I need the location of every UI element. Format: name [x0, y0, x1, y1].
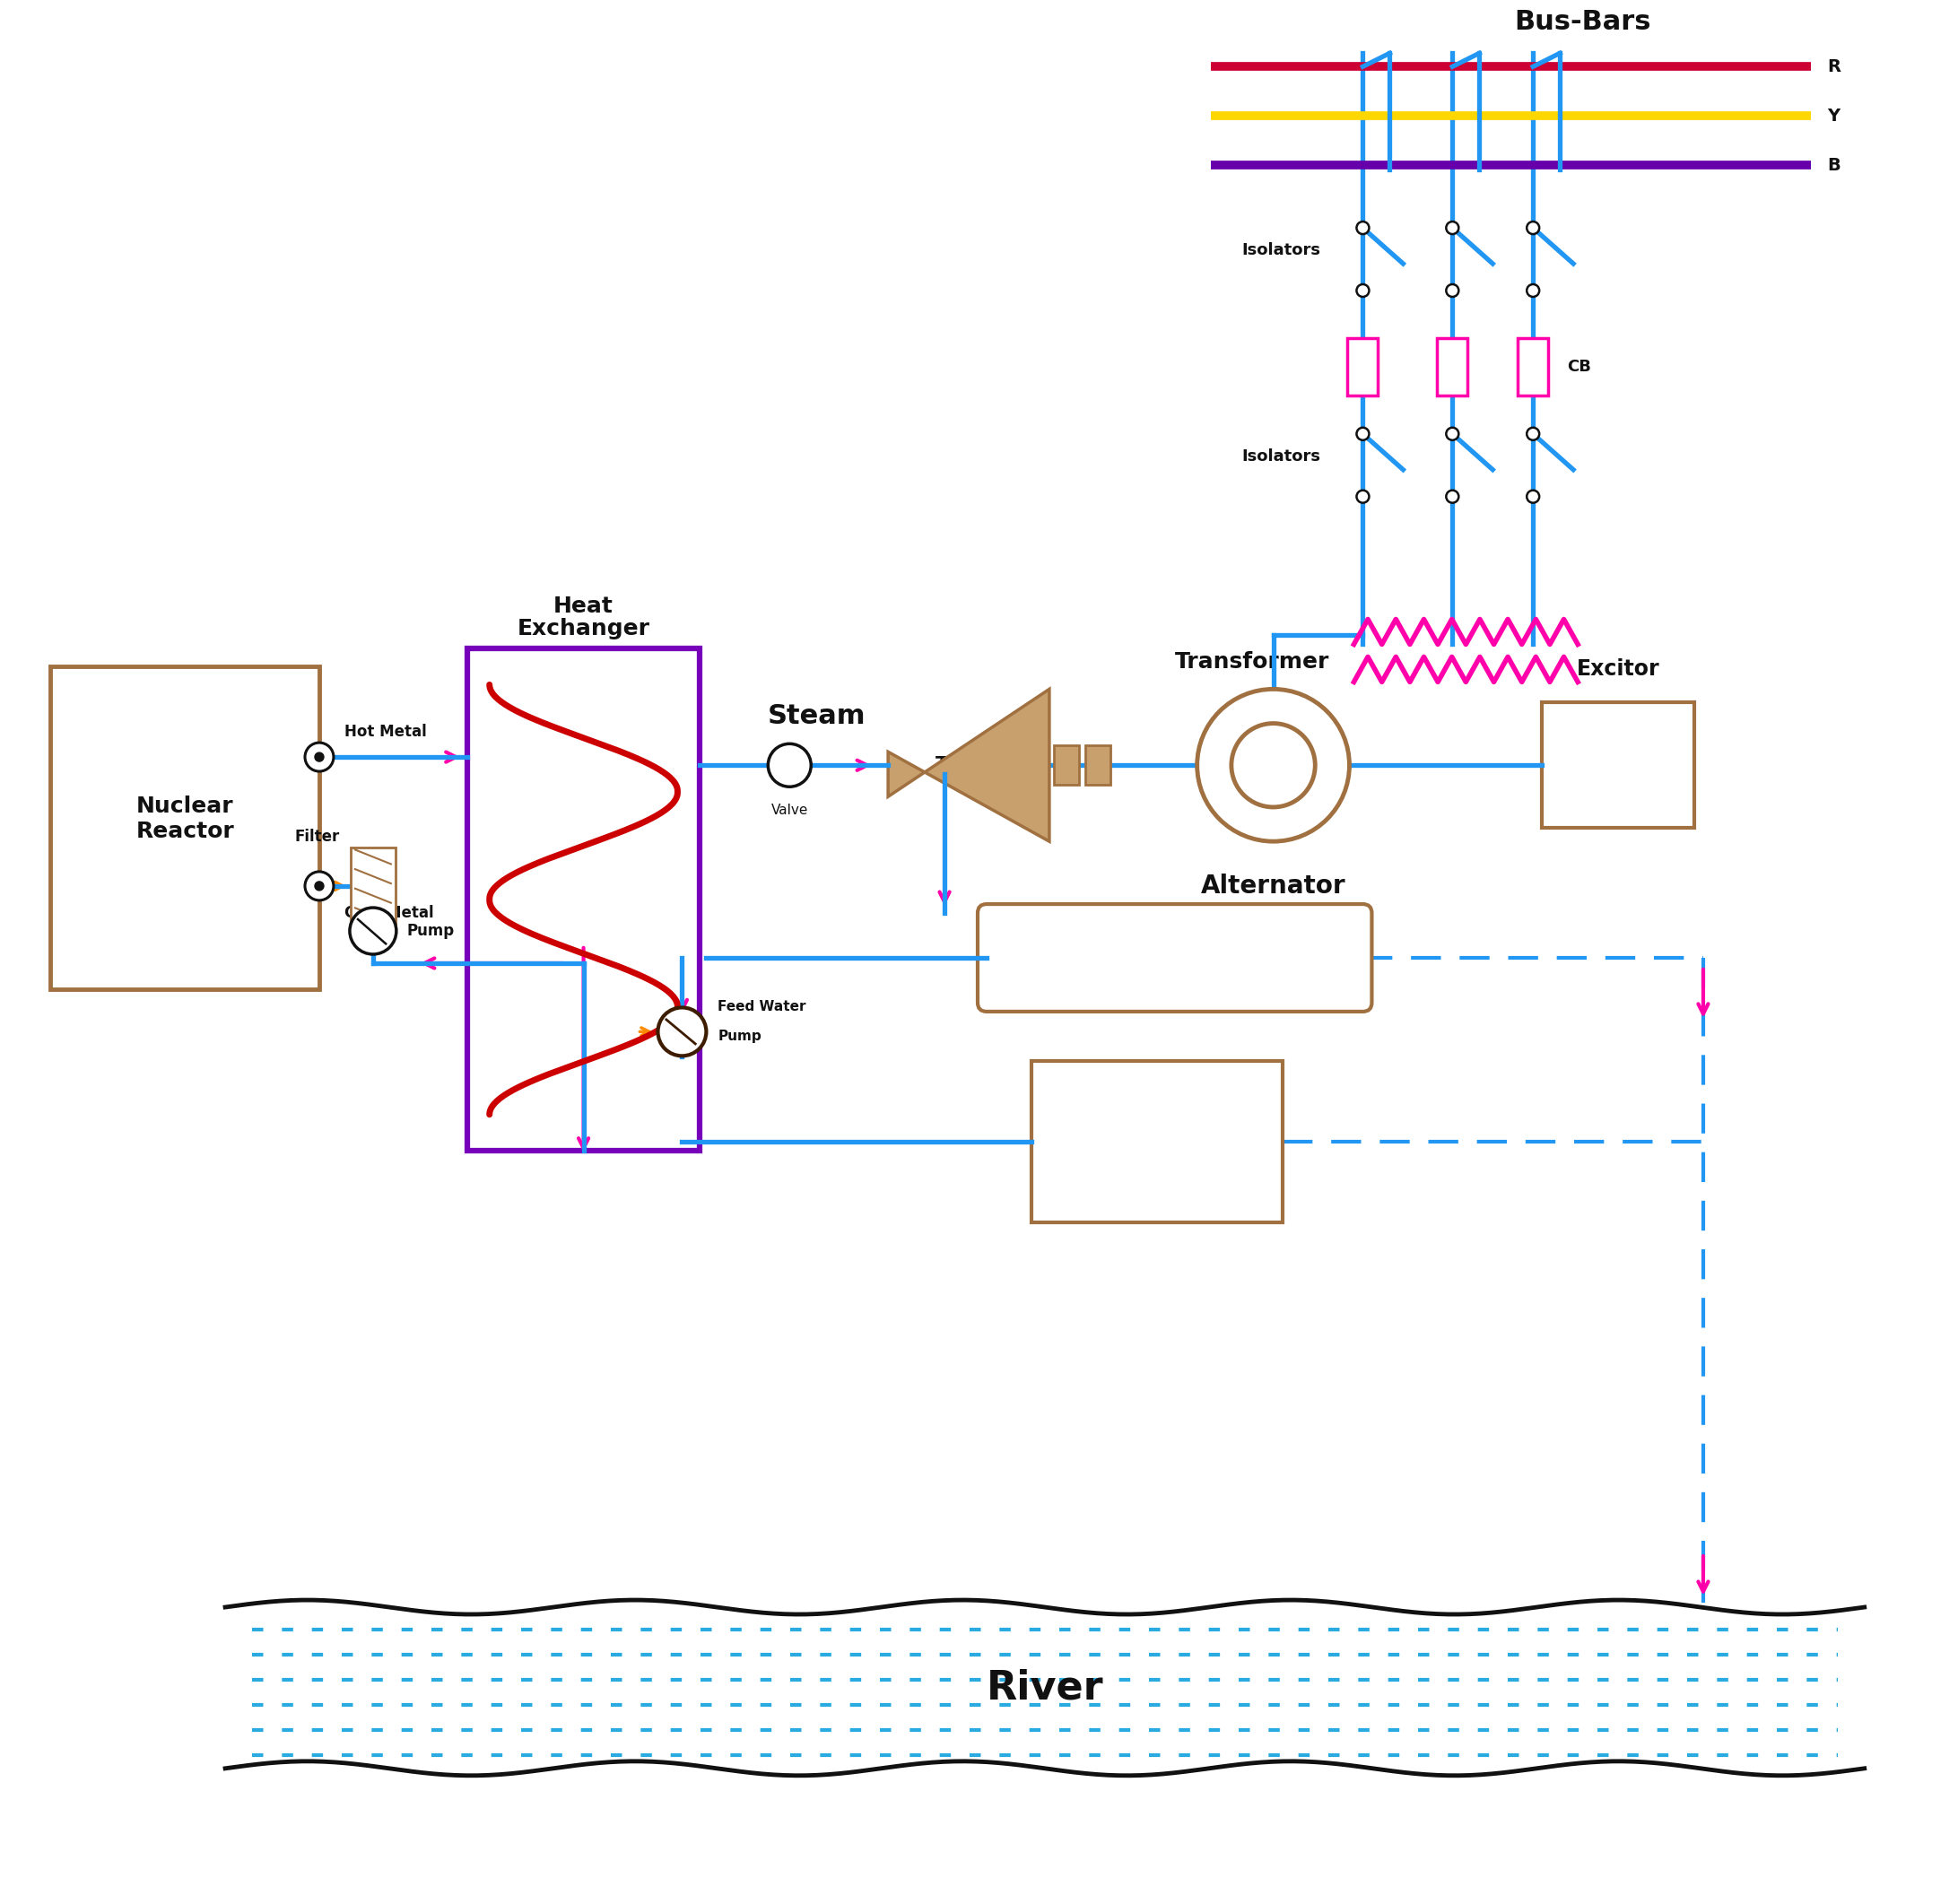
Bar — [1032, 1061, 1282, 1222]
Text: Nuclear
Reactor: Nuclear Reactor — [135, 796, 235, 842]
Circle shape — [1232, 724, 1316, 807]
Circle shape — [1357, 284, 1369, 297]
Circle shape — [1357, 491, 1369, 503]
Bar — [1053, 746, 1079, 784]
Text: Transformer: Transformer — [1175, 651, 1329, 672]
Circle shape — [1447, 221, 1459, 234]
Text: Filter: Filter — [296, 828, 341, 845]
Text: Feed Water: Feed Water — [719, 1000, 807, 1013]
Text: Steam: Steam — [768, 703, 865, 729]
Text: Cooling
Tower: Cooling Tower — [1120, 1123, 1194, 1160]
Text: Hot Metal: Hot Metal — [345, 724, 427, 741]
Text: Y: Y — [1827, 107, 1839, 124]
Text: Pump: Pump — [719, 1030, 762, 1043]
Bar — [1517, 339, 1549, 396]
Circle shape — [305, 743, 333, 771]
Text: Isolators: Isolators — [1241, 447, 1322, 465]
Circle shape — [305, 872, 333, 901]
Bar — [350, 847, 396, 923]
Text: B: B — [1827, 156, 1841, 173]
Text: Cold Metal: Cold Metal — [345, 904, 435, 922]
Circle shape — [1357, 428, 1369, 440]
Circle shape — [315, 882, 323, 891]
Bar — [468, 649, 699, 1150]
Circle shape — [1527, 428, 1539, 440]
Circle shape — [1447, 428, 1459, 440]
Text: R: R — [1827, 59, 1841, 74]
Text: Isolators: Isolators — [1241, 242, 1322, 259]
Circle shape — [768, 744, 811, 786]
Bar — [1347, 339, 1378, 396]
Text: Valve: Valve — [771, 803, 809, 817]
Circle shape — [658, 1007, 707, 1057]
Circle shape — [1447, 284, 1459, 297]
Text: Bus-Bars: Bus-Bars — [1514, 10, 1651, 34]
Text: Turbine: Turbine — [936, 756, 1020, 775]
Text: River: River — [987, 1668, 1104, 1708]
Text: Excitor: Excitor — [1576, 659, 1660, 680]
Bar — [1437, 339, 1468, 396]
Circle shape — [1357, 221, 1369, 234]
Text: Condenser: Condenser — [1114, 948, 1235, 967]
Circle shape — [315, 752, 323, 762]
Text: CB: CB — [1566, 358, 1592, 375]
Text: Heat
Exchanger: Heat Exchanger — [517, 596, 650, 640]
Circle shape — [1527, 491, 1539, 503]
Text: Alternator: Alternator — [1200, 874, 1345, 899]
Circle shape — [1527, 284, 1539, 297]
Circle shape — [1196, 689, 1349, 842]
Text: Pump: Pump — [407, 923, 454, 939]
FancyBboxPatch shape — [977, 904, 1373, 1011]
Circle shape — [350, 908, 396, 954]
Bar — [1085, 746, 1110, 784]
Bar — [1543, 703, 1694, 828]
Circle shape — [1527, 221, 1539, 234]
Circle shape — [1447, 491, 1459, 503]
Polygon shape — [889, 689, 1049, 842]
Bar — [51, 666, 319, 990]
